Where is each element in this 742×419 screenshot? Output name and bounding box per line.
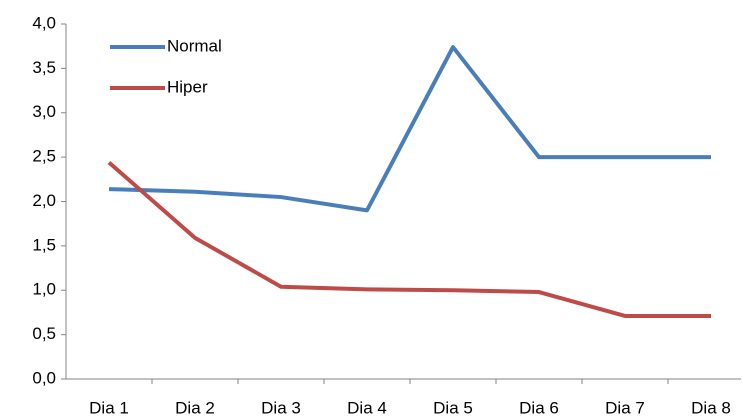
series-line <box>107 160 711 318</box>
y-tick-label: 3,5 <box>32 58 56 77</box>
y-tick-label: 0,0 <box>32 368 56 387</box>
x-tick-label: Dia 1 <box>89 398 129 417</box>
y-tick-label: 2,0 <box>32 191 56 210</box>
y-tick-label: 4,0 <box>32 13 56 32</box>
x-tick-label: Dia 8 <box>691 398 731 417</box>
x-tick-label: Dia 6 <box>519 398 559 417</box>
x-tick-label: Dia 4 <box>347 398 387 417</box>
x-tick-label: Dia 3 <box>261 398 301 417</box>
y-tick-label: 0,5 <box>32 324 56 343</box>
y-tick-label: 1,5 <box>32 235 56 254</box>
y-tick-label: 3,0 <box>32 102 56 121</box>
x-tick-label: Dia 7 <box>605 398 645 417</box>
series-line <box>108 45 711 213</box>
x-tick-label: Dia 2 <box>175 398 215 417</box>
legend-label: Normal <box>167 36 222 55</box>
x-tick-label: Dia 5 <box>433 398 473 417</box>
y-tick-label: 1,0 <box>32 280 56 299</box>
y-tick-label: 2,5 <box>32 147 56 166</box>
legend-label: Hiper <box>167 77 208 96</box>
